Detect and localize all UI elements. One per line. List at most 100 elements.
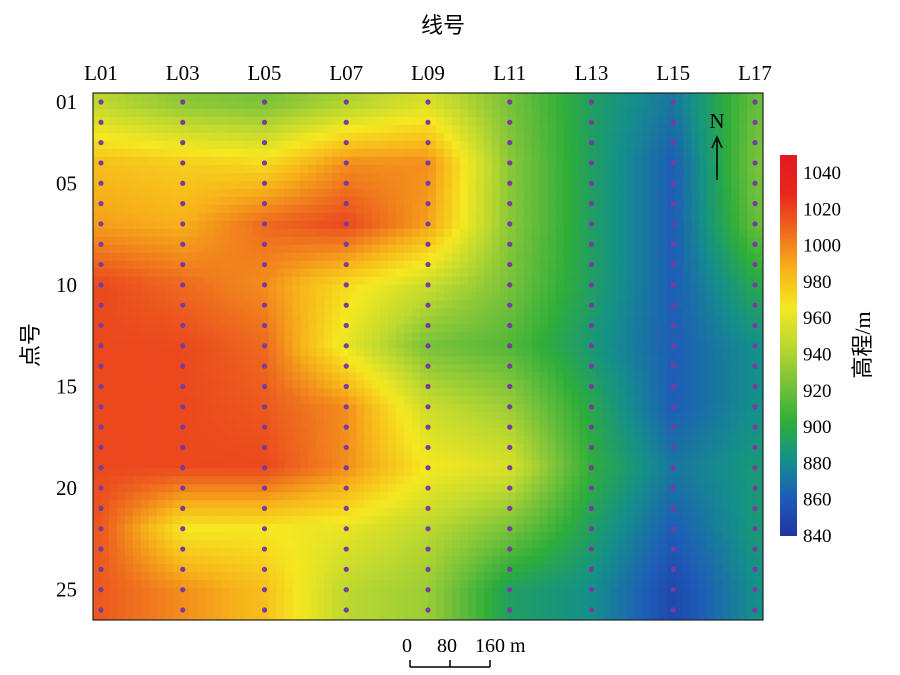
heatmap-cell <box>603 260 613 270</box>
heatmap-cell <box>555 116 565 126</box>
heatmap-cell <box>499 524 509 533</box>
heatmap-cell <box>547 93 557 102</box>
heatmap-cell <box>108 172 118 182</box>
heatmap-cell <box>188 164 198 174</box>
heatmap-cell <box>651 124 660 134</box>
heatmap-cell <box>555 252 565 262</box>
heatmap-cell <box>196 404 206 413</box>
heatmap-cell <box>731 396 740 405</box>
heatmap-cell <box>236 404 246 413</box>
heatmap-cell <box>571 140 581 150</box>
heatmap-cell <box>459 116 469 126</box>
heatmap-cell <box>595 460 605 469</box>
heatmap-cell <box>659 148 668 158</box>
heatmap-cell <box>611 324 621 334</box>
heatmap-cell <box>699 108 708 118</box>
heatmap-cell <box>172 188 182 198</box>
heatmap-cell <box>188 324 198 334</box>
heatmap-cell <box>188 108 198 118</box>
heatmap-cell <box>595 124 605 134</box>
heatmap-cell <box>172 292 182 302</box>
heatmap-cell <box>739 500 748 509</box>
heatmap-cell <box>364 196 373 206</box>
heatmap-cell <box>459 300 469 310</box>
heatmap-cell <box>635 492 644 501</box>
heatmap-cell <box>348 324 357 334</box>
heatmap-cell <box>404 132 413 142</box>
heatmap-cell <box>93 204 102 214</box>
heatmap-cell <box>212 100 222 110</box>
heatmap-cell <box>196 172 206 182</box>
heatmap-cell <box>380 236 389 246</box>
heatmap-cell <box>140 292 150 302</box>
heatmap-cell <box>140 140 150 150</box>
heatmap-cell <box>140 212 150 222</box>
heatmap-cell <box>563 268 573 278</box>
heatmap-cell <box>515 172 525 182</box>
heatmap-cell <box>539 444 549 453</box>
heatmap-cell <box>276 452 286 461</box>
heatmap-cell <box>420 348 429 358</box>
heatmap-cell <box>683 220 692 230</box>
heatmap-cell <box>739 484 748 493</box>
heatmap-cell <box>324 156 333 166</box>
heatmap-cell <box>563 236 573 246</box>
heatmap-cell <box>499 236 509 246</box>
heatmap-cell <box>380 268 389 278</box>
heatmap-cell <box>196 268 206 278</box>
heatmap-cell <box>555 156 565 166</box>
heatmap-cell <box>340 556 349 565</box>
heatmap-cell <box>428 364 437 374</box>
heatmap-cell <box>699 540 708 549</box>
heatmap-cell <box>715 93 724 102</box>
heatmap-cell <box>348 244 357 254</box>
heatmap-cell <box>132 532 142 541</box>
heatmap-cell <box>579 252 589 262</box>
heatmap-cell <box>100 196 110 206</box>
heatmap-cell <box>651 196 660 206</box>
heatmap-cell <box>236 116 246 126</box>
heatmap-cell <box>675 516 684 525</box>
heatmap-cell <box>284 108 294 118</box>
heatmap-cell <box>675 404 684 413</box>
heatmap-cell <box>388 492 397 501</box>
heatmap-cell <box>627 372 636 382</box>
heatmap-cell <box>356 532 365 541</box>
heatmap-cell <box>635 284 644 294</box>
heatmap-cell <box>132 188 142 198</box>
heatmap-cell <box>332 524 341 533</box>
heatmap-cell <box>627 420 636 429</box>
heatmap-cell <box>715 324 724 334</box>
heatmap-cell <box>228 332 238 342</box>
heatmap-cell <box>707 524 716 533</box>
heatmap-cell <box>412 316 421 326</box>
heatmap-cell <box>699 500 708 509</box>
heatmap-cell <box>276 524 286 533</box>
heatmap-cell <box>523 172 533 182</box>
heatmap-cell <box>252 540 262 549</box>
heatmap-cell <box>515 308 525 318</box>
heatmap-cell <box>515 484 525 493</box>
heatmap-cell <box>412 508 421 517</box>
heatmap-cell <box>611 244 621 254</box>
heatmap-cell <box>467 100 477 110</box>
heatmap-cell <box>348 396 357 405</box>
heatmap-cell <box>435 468 445 477</box>
heatmap-cell <box>364 324 373 334</box>
heatmap-cell <box>116 340 126 350</box>
heatmap-cell <box>515 180 525 190</box>
heatmap-cell <box>635 188 644 198</box>
heatmap-cell <box>300 460 309 469</box>
heatmap-cell <box>755 460 763 469</box>
heatmap-cell <box>212 364 222 374</box>
heatmap-cell <box>611 532 621 541</box>
heatmap-cell <box>683 172 692 182</box>
heatmap-cell <box>308 404 317 413</box>
heatmap-cell <box>579 172 589 182</box>
heatmap-cell <box>308 140 317 150</box>
heatmap-cell <box>523 484 533 493</box>
heatmap-cell <box>220 332 230 342</box>
heatmap-cell <box>579 484 589 493</box>
heatmap-cell <box>140 236 150 246</box>
heatmap-cell <box>539 556 549 565</box>
